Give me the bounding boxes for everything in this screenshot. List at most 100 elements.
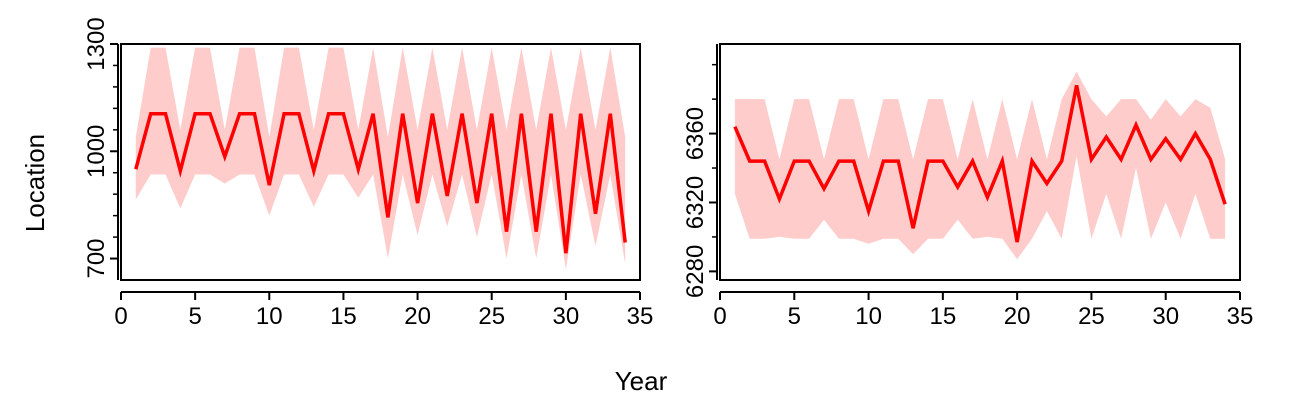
data-point bbox=[985, 195, 989, 199]
series-line bbox=[134, 111, 627, 254]
data-point bbox=[1193, 132, 1197, 136]
data-point bbox=[763, 159, 767, 163]
data-point bbox=[881, 159, 885, 163]
x-tick-label: 10 bbox=[256, 303, 283, 330]
y-tick-label: 6320 bbox=[682, 176, 709, 229]
data-point bbox=[134, 167, 138, 171]
data-point bbox=[341, 112, 345, 116]
data-point bbox=[356, 167, 360, 171]
plot-frame bbox=[719, 43, 1241, 281]
data-point bbox=[867, 209, 871, 213]
data-point bbox=[748, 159, 752, 163]
data-point bbox=[475, 201, 479, 205]
data-point bbox=[1075, 83, 1079, 87]
data-point bbox=[238, 112, 242, 116]
data-point bbox=[505, 230, 509, 234]
data-point bbox=[430, 112, 434, 116]
data-point bbox=[1164, 137, 1168, 141]
data-point bbox=[926, 159, 930, 163]
data-point bbox=[594, 212, 598, 216]
data-point bbox=[852, 159, 856, 163]
data-point bbox=[297, 112, 301, 116]
data-point bbox=[371, 112, 375, 116]
data-point bbox=[1045, 182, 1049, 186]
data-point bbox=[312, 169, 316, 173]
data-point bbox=[386, 215, 390, 219]
x-tick-label: 5 bbox=[188, 303, 201, 330]
data-point bbox=[1000, 159, 1004, 163]
data-point bbox=[792, 159, 796, 163]
series-line bbox=[733, 84, 1227, 243]
x-tick-label: 35 bbox=[1227, 303, 1254, 330]
data-point bbox=[623, 241, 627, 245]
data-point bbox=[282, 112, 286, 116]
data-point bbox=[1089, 157, 1093, 161]
x-tick-label: 20 bbox=[404, 303, 431, 330]
data-point bbox=[579, 112, 583, 116]
right-panel: 0 5 10 15 20 25 30 35 6280 6320 6360 bbox=[682, 43, 1254, 330]
x-tick-label: 20 bbox=[1004, 303, 1031, 330]
data-point bbox=[149, 112, 153, 116]
x-axis-title: Year bbox=[615, 366, 668, 396]
data-point bbox=[490, 112, 494, 116]
data-point bbox=[807, 159, 811, 163]
data-point bbox=[777, 197, 781, 201]
x-tick-label: 25 bbox=[478, 303, 505, 330]
data-point bbox=[460, 112, 464, 116]
data-point bbox=[401, 112, 405, 116]
data-point bbox=[1223, 202, 1227, 206]
data-point bbox=[822, 187, 826, 191]
data-point bbox=[1030, 159, 1034, 163]
x-tick-label: 30 bbox=[1152, 303, 1179, 330]
data-point bbox=[416, 201, 420, 205]
y-tick-label: 1300 bbox=[83, 17, 110, 70]
y-tick-label: 700 bbox=[83, 238, 110, 278]
x-tick-label: 30 bbox=[553, 303, 580, 330]
data-point bbox=[208, 112, 212, 116]
plot-frame bbox=[120, 43, 641, 281]
x-tick-label: 0 bbox=[114, 303, 127, 330]
data-point bbox=[1134, 123, 1138, 127]
y-tick-label: 1000 bbox=[83, 125, 110, 178]
data-point bbox=[267, 183, 271, 187]
x-tick-label: 5 bbox=[788, 303, 801, 330]
y-tick-label: 6280 bbox=[682, 245, 709, 298]
y-axis-title: Location bbox=[20, 134, 50, 232]
left-panel: 0 5 10 15 20 25 30 35 700 1000 1300 bbox=[83, 17, 653, 330]
x-tick-label: 15 bbox=[330, 303, 357, 330]
data-point bbox=[564, 251, 568, 255]
data-point bbox=[1208, 157, 1212, 161]
x-tick-label: 25 bbox=[1078, 303, 1105, 330]
data-point bbox=[223, 155, 227, 159]
x-tick-label: 15 bbox=[930, 303, 957, 330]
y-tick-label: 6360 bbox=[682, 107, 709, 160]
x-tick-label: 0 bbox=[713, 303, 726, 330]
data-point bbox=[164, 112, 168, 116]
data-point bbox=[971, 159, 975, 163]
x-tick-label: 35 bbox=[627, 303, 654, 330]
data-point bbox=[445, 194, 449, 198]
data-point bbox=[1179, 157, 1183, 161]
data-point bbox=[327, 112, 331, 116]
data-point bbox=[1060, 159, 1064, 163]
data-point bbox=[193, 112, 197, 116]
x-tick-label: 10 bbox=[855, 303, 882, 330]
data-point bbox=[608, 112, 612, 116]
data-point bbox=[956, 185, 960, 189]
data-point bbox=[178, 169, 182, 173]
data-point bbox=[1015, 240, 1019, 244]
data-point bbox=[837, 159, 841, 163]
data-point bbox=[1149, 157, 1153, 161]
confidence-band bbox=[734, 71, 1226, 260]
data-point bbox=[549, 112, 553, 116]
data-point bbox=[519, 112, 523, 116]
data-point bbox=[253, 112, 257, 116]
data-point bbox=[941, 159, 945, 163]
data-point bbox=[1119, 157, 1123, 161]
data-point bbox=[1104, 135, 1108, 139]
data-point bbox=[896, 159, 900, 163]
data-point bbox=[911, 226, 915, 230]
data-point bbox=[733, 125, 737, 129]
